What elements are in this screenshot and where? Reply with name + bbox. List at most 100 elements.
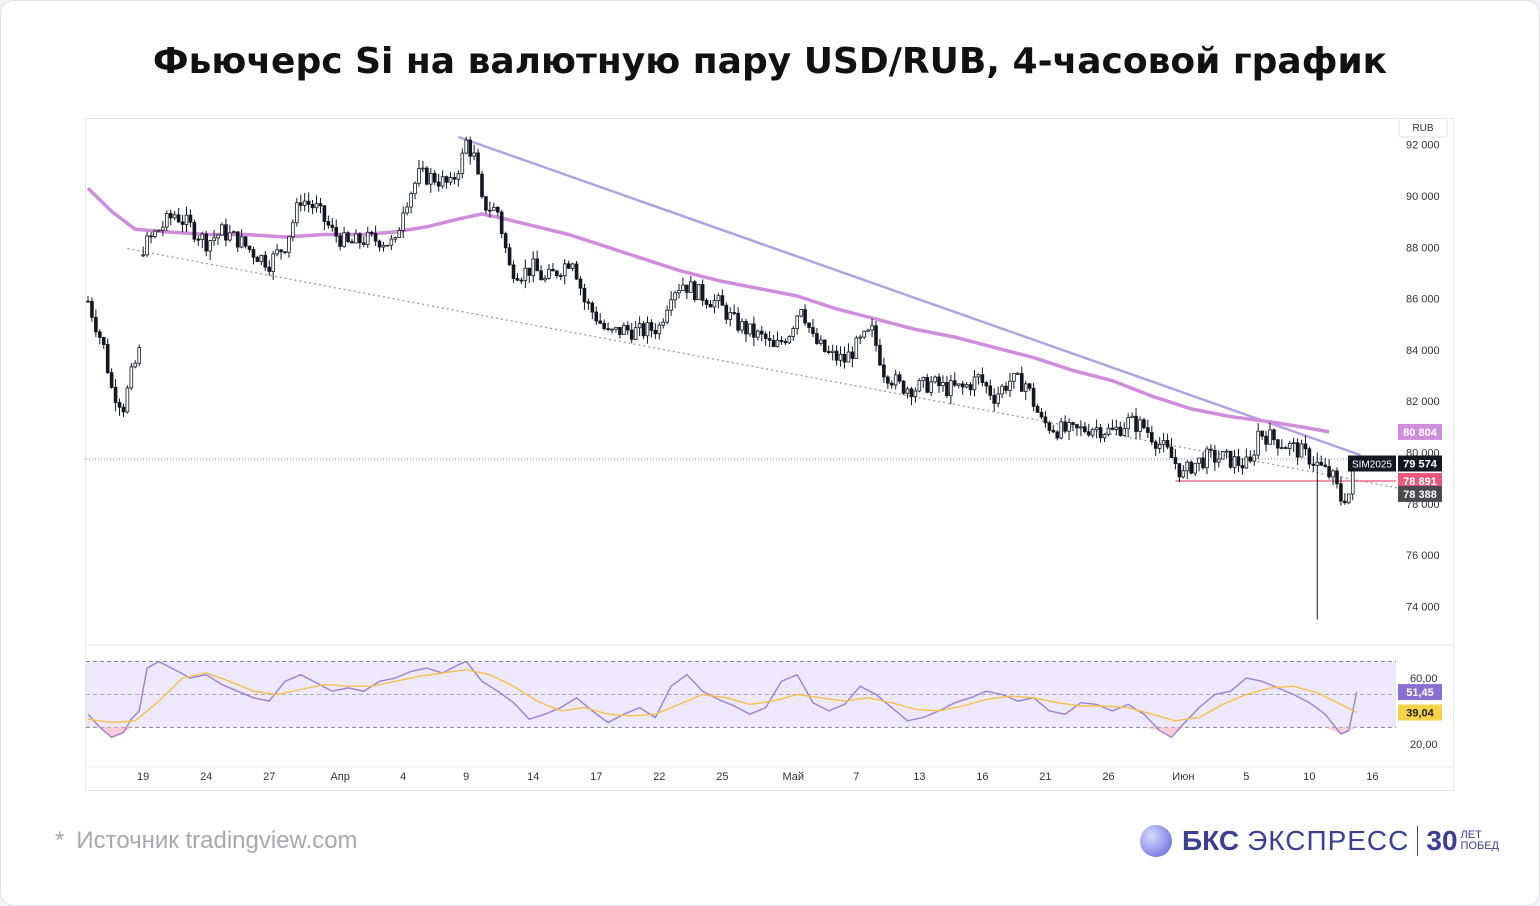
candle-body [1272, 429, 1276, 441]
candle-body [125, 387, 130, 413]
candle-body [590, 302, 595, 313]
candle-body [1268, 429, 1272, 445]
candle-body [1307, 448, 1312, 465]
candle-body [661, 321, 666, 326]
candle-body [425, 167, 429, 185]
candle-body [1094, 427, 1099, 430]
candle-body [1315, 461, 1320, 466]
candle-body [649, 322, 654, 331]
candle-body [161, 226, 165, 231]
candle-body [401, 212, 405, 231]
candle-body [86, 300, 90, 303]
candle-body [98, 331, 102, 338]
candle-body [779, 339, 784, 342]
candle-body [783, 341, 788, 344]
brand-sphere-icon [1140, 825, 1173, 857]
candle-body [893, 374, 898, 386]
candle-body [1197, 457, 1201, 464]
candle-body [953, 380, 957, 386]
candle-body [239, 236, 244, 248]
candle-body [854, 337, 859, 359]
candle-body [543, 277, 547, 281]
candle-body [566, 263, 571, 269]
candle-body [1067, 422, 1071, 432]
candle-body [302, 200, 307, 206]
candle-body [121, 406, 126, 413]
candle-body [759, 330, 764, 335]
candle-body [606, 328, 610, 331]
x-tick-label: Май [782, 771, 804, 783]
candle-body [255, 256, 260, 262]
candle-body [988, 385, 993, 396]
candle-body [488, 209, 492, 212]
candle-body [586, 301, 591, 304]
x-tick-label: Июн [1172, 771, 1194, 783]
candle-body [716, 295, 721, 301]
candle-body [984, 382, 989, 387]
candle-body [594, 311, 599, 322]
candle-body [1118, 426, 1123, 436]
candle-body [369, 231, 374, 235]
candle-body [1146, 427, 1150, 433]
candle-body [795, 315, 799, 329]
x-tick-label: 16 [976, 771, 988, 783]
candle-body [756, 330, 760, 338]
rsi-value-label-box [1398, 684, 1442, 701]
candle-body [444, 176, 449, 183]
low-price-label-box [1398, 485, 1442, 502]
candle-body [259, 254, 264, 262]
candle-body [468, 139, 472, 157]
candle-body [165, 213, 169, 228]
candle-body [956, 383, 961, 386]
candle-body [1047, 422, 1052, 431]
candle-body [1276, 439, 1280, 449]
chart-frame[interactable]: 92 000 90 000 88 000 86 000 84 000 82 000 80 0… [85, 116, 1454, 791]
candle-body [539, 270, 543, 281]
candle-body [531, 258, 536, 276]
candle-body [610, 328, 614, 331]
x-tick-label: 27 [263, 771, 275, 783]
candle-body [641, 323, 646, 337]
candle-body [846, 351, 851, 363]
low-price-label: 78 388 [1403, 489, 1437, 501]
candle-body [105, 344, 110, 374]
candle-body [346, 232, 350, 242]
candle-body [976, 374, 981, 378]
candle-body [1090, 429, 1095, 436]
candle-body [342, 232, 346, 247]
candle-body [484, 196, 488, 211]
brand-tagline-top: ЛЕТ [1460, 829, 1482, 841]
candle-body [551, 268, 555, 272]
brand-tagline: ЛЕТ ПОБЕД [1461, 830, 1499, 852]
candle-body [752, 323, 756, 338]
candle-body [1035, 405, 1040, 413]
candle-body [972, 376, 977, 391]
candle-body [791, 328, 796, 337]
candle-body [1220, 451, 1225, 460]
candle-body [842, 353, 847, 363]
candle-body [905, 388, 910, 394]
candle-body [527, 267, 532, 276]
candle-body [1071, 422, 1075, 425]
candle-body [176, 214, 181, 223]
candle-body [807, 322, 811, 328]
candle-body [960, 383, 965, 388]
candle-body [472, 152, 476, 157]
candle-body [271, 253, 275, 272]
support-price-label-box [1398, 473, 1442, 490]
candle-body [358, 233, 362, 244]
candle-body [1331, 470, 1335, 478]
candle-body [685, 284, 689, 293]
candle-body [913, 390, 918, 398]
candle-body [1059, 421, 1063, 439]
candle-body [1291, 442, 1296, 445]
ticker-label: SIM2025 [1352, 459, 1392, 470]
candle-body [1181, 470, 1186, 478]
candle-body [495, 206, 500, 213]
brand-logo: БКС ЭКСПРЕСС 30 ЛЕТ ПОБЕД [1140, 821, 1499, 861]
candle-body [704, 300, 709, 305]
candle-body [365, 231, 370, 245]
candle-body [275, 249, 279, 255]
candle-body [224, 224, 228, 241]
